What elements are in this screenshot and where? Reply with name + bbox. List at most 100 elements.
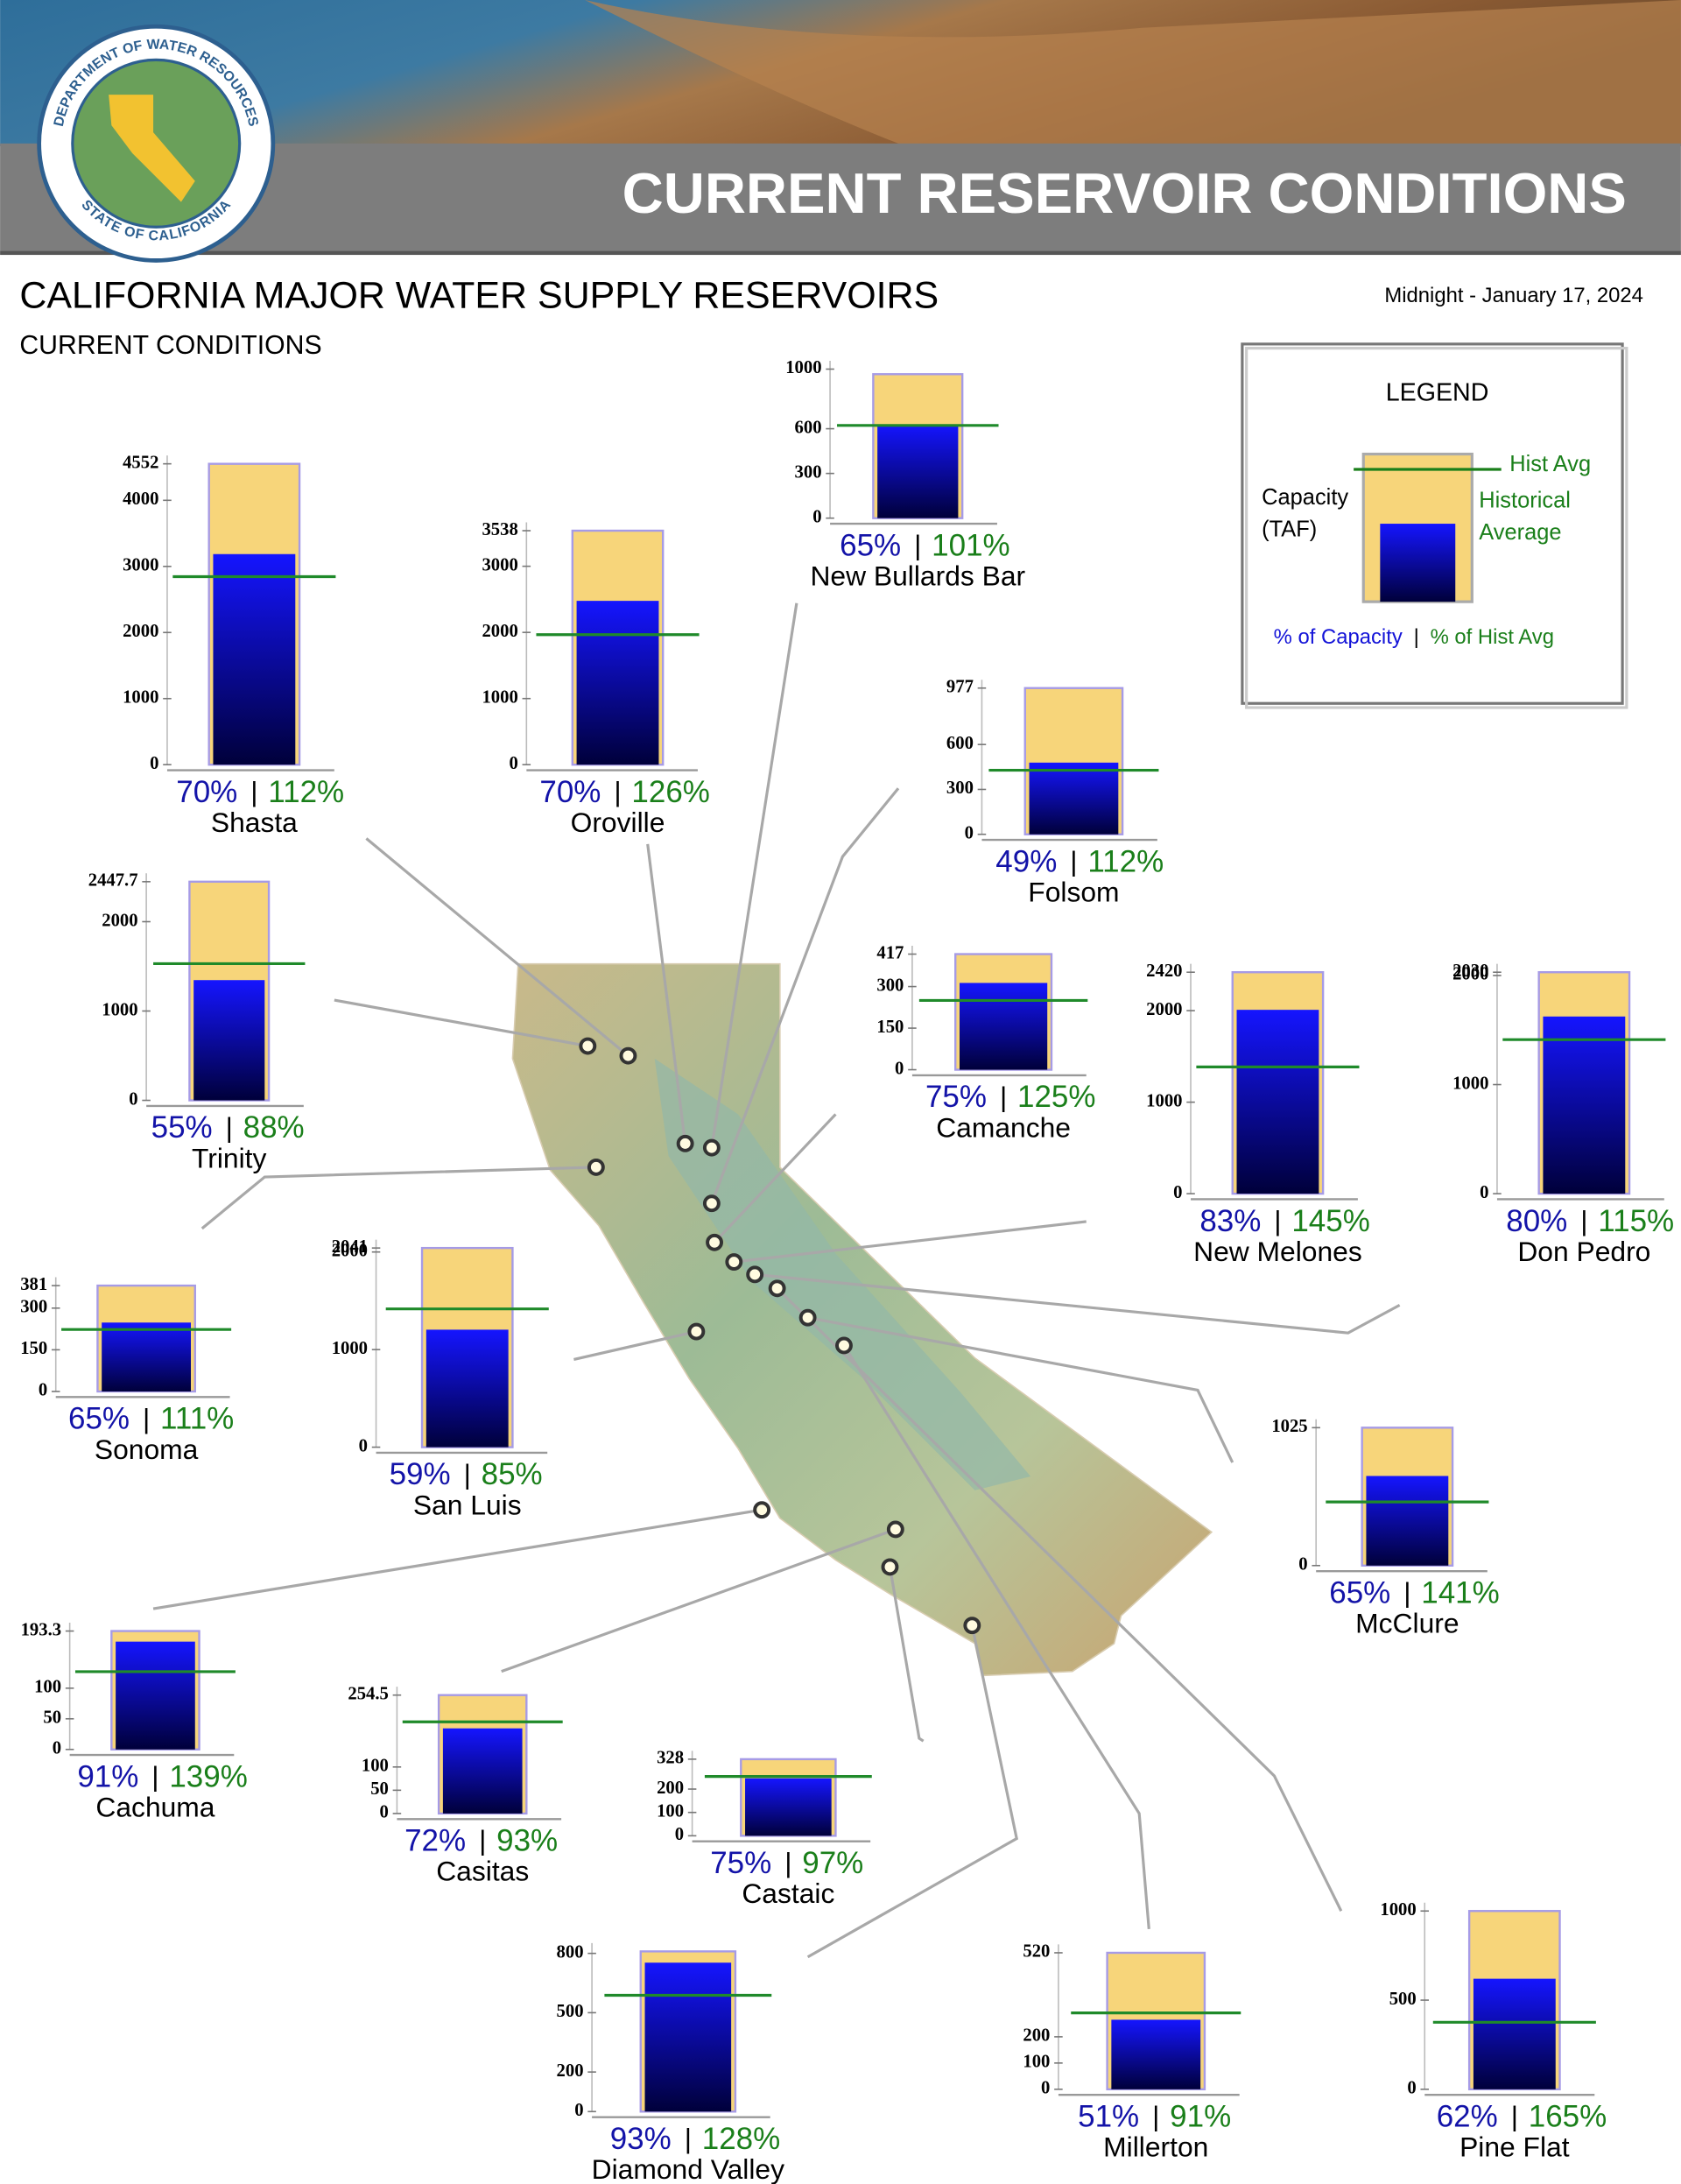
y-tick-label: 0: [1480, 1183, 1488, 1202]
pct-hist-label: 145%: [1291, 1204, 1369, 1238]
y-tick-label: 100: [1023, 2053, 1050, 2072]
y-tick-label: 0: [675, 1825, 684, 1844]
y-tick-label: 0: [380, 1803, 389, 1822]
storage-bar: [1029, 762, 1119, 835]
storage-bar: [193, 980, 265, 1101]
reservoir-name: Diamond Valley: [592, 2153, 784, 2184]
pct-hist-label: 93%: [496, 1824, 558, 1858]
y-tick-label: 0: [895, 1059, 904, 1078]
reservoir-chart: 0 300 600 977 49% | 112%Folsom: [946, 677, 1164, 907]
y-tick-label: 1025: [1271, 1417, 1307, 1436]
reservoir-chart: 0 1000 2000 2447.7 55% | 88%Trinity: [88, 871, 306, 1173]
separator: |: [1152, 2101, 1159, 2132]
y-tick-label: 977: [946, 677, 974, 696]
y-tick-label: 50: [43, 1708, 61, 1728]
y-tick-label: 1000: [1146, 1091, 1182, 1110]
pct-hist-label: 139%: [169, 1759, 247, 1793]
pct-capacity-label: 75%: [710, 1846, 771, 1880]
y-tick-label: 381: [20, 1275, 47, 1294]
y-tick-label: 0: [509, 754, 517, 773]
reservoir-name: Trinity: [192, 1142, 266, 1173]
banner-rule: [0, 250, 1681, 256]
y-tick-label: 0: [1041, 2079, 1050, 2098]
y-tick-label: 0: [1173, 1183, 1182, 1202]
y-tick-label: 4552: [123, 453, 158, 472]
reservoir-chart: 0 150 300 381 65% | 111%Sonoma: [20, 1275, 234, 1465]
storage-bar: [576, 601, 659, 765]
y-tick-label: 150: [20, 1339, 47, 1358]
storage-bar: [213, 553, 296, 765]
y-tick-label: 2000: [482, 622, 517, 641]
date: Midnight - January 17, 2024: [1384, 284, 1643, 307]
pct-capacity-label: 51%: [1078, 2099, 1139, 2133]
storage-bar: [442, 1728, 523, 1814]
separator: |: [1511, 2101, 1518, 2132]
banner-band: [0, 143, 1681, 251]
reservoir-name: Shasta: [211, 807, 298, 838]
banner-hills: [585, 0, 1681, 147]
reservoir-chart: 0 1025 65% | 141%McClure: [1271, 1417, 1499, 1639]
y-tick-label: 200: [1023, 2026, 1050, 2046]
reservoir-chart: 0 150 300 417 75% | 125%Camanche: [876, 943, 1095, 1143]
storage-bar: [959, 983, 1048, 1070]
reservoir-name: Millerton: [1103, 2131, 1208, 2163]
pct-hist-label: 128%: [702, 2122, 780, 2156]
reservoir-name: Folsom: [1028, 877, 1119, 908]
legend-capacity: Capacity: [1262, 485, 1348, 510]
reservoir-name: Sonoma: [95, 1434, 199, 1465]
subtitle: CURRENT CONDITIONS: [19, 331, 321, 360]
pct-capacity-label: 65%: [68, 1402, 130, 1436]
y-tick-label: 193.3: [21, 1620, 61, 1639]
storage-bar: [1473, 1978, 1556, 2089]
y-tick-label: 200: [657, 1779, 684, 1798]
banner: CURRENT RESERVOIR CONDITIONS DEPARTMENT …: [0, 0, 1681, 263]
separator: |: [479, 1825, 486, 1856]
separator: |: [151, 1761, 158, 1793]
y-tick-label: 1000: [785, 358, 821, 377]
y-tick-label: 0: [1298, 1555, 1307, 1575]
storage-bar: [877, 424, 959, 518]
legend-average: Average: [1479, 520, 1561, 545]
reservoir-chart: 0 200 500 800 93% | 128%Diamond Valley: [557, 1942, 785, 2184]
pct-hist-label: 126%: [631, 775, 709, 809]
separator: |: [784, 1847, 791, 1878]
reservoir-name: San Luis: [413, 1489, 522, 1520]
reservoir-name: New Bullards Bar: [810, 560, 1025, 591]
banner-title: CURRENT RESERVOIR CONDITIONS: [622, 161, 1627, 225]
reservoir-chart: 0 50 100 254.5 72% | 93%Casitas: [348, 1684, 563, 1887]
y-tick-label: 300: [20, 1298, 47, 1317]
y-tick-label: 0: [965, 823, 974, 842]
separator: |: [1070, 846, 1077, 877]
pct-capacity-label: 65%: [840, 528, 901, 562]
pct-hist-label: 91%: [1170, 2099, 1231, 2133]
reservoir-name: Don Pedro: [1517, 1236, 1650, 1267]
pct-capacity-label: 80%: [1506, 1204, 1567, 1238]
separator: |: [1403, 1577, 1410, 1609]
reservoir-chart: 0 1000 2000 3000 3538 70% | 126%Oroville: [482, 520, 709, 838]
y-tick-label: 4000: [123, 490, 158, 509]
pct-capacity-label: 70%: [176, 775, 237, 809]
reservoir-name: New Melones: [1193, 1236, 1362, 1267]
storage-bar: [644, 1962, 732, 2112]
reservoir-dots: [579, 1037, 981, 1635]
y-tick-label: 300: [795, 462, 822, 482]
pct-hist-label: 97%: [802, 1846, 863, 1880]
y-tick-label: 1000: [1380, 1900, 1416, 1920]
reservoir-chart: 0 300 600 1000 65% | 101%New Bullards Bar: [785, 358, 1025, 591]
y-tick-label: 2000: [332, 1241, 368, 1260]
map: [152, 602, 1401, 1959]
reservoir-name: McClure: [1355, 1608, 1459, 1639]
pct-hist-label: 111%: [160, 1402, 234, 1436]
separator: |: [226, 1111, 233, 1143]
reservoir-chart: 0 100 200 328 75% | 97%Castaic: [657, 1749, 872, 1909]
pct-capacity-label: 83%: [1199, 1204, 1261, 1238]
pct-capacity-label: 62%: [1437, 2099, 1498, 2133]
separator: |: [464, 1458, 471, 1490]
storage-bar: [745, 1778, 832, 1836]
y-tick-label: 100: [34, 1678, 61, 1697]
reservoir-chart: 0 1000 2000 2420 83% | 145%New Melones: [1146, 962, 1370, 1267]
reservoir-chart: 0 1000 2000 3000 4000 4552 70% | 112%Shasta: [123, 453, 344, 838]
reservoir-name: Pine Flat: [1459, 2131, 1570, 2163]
